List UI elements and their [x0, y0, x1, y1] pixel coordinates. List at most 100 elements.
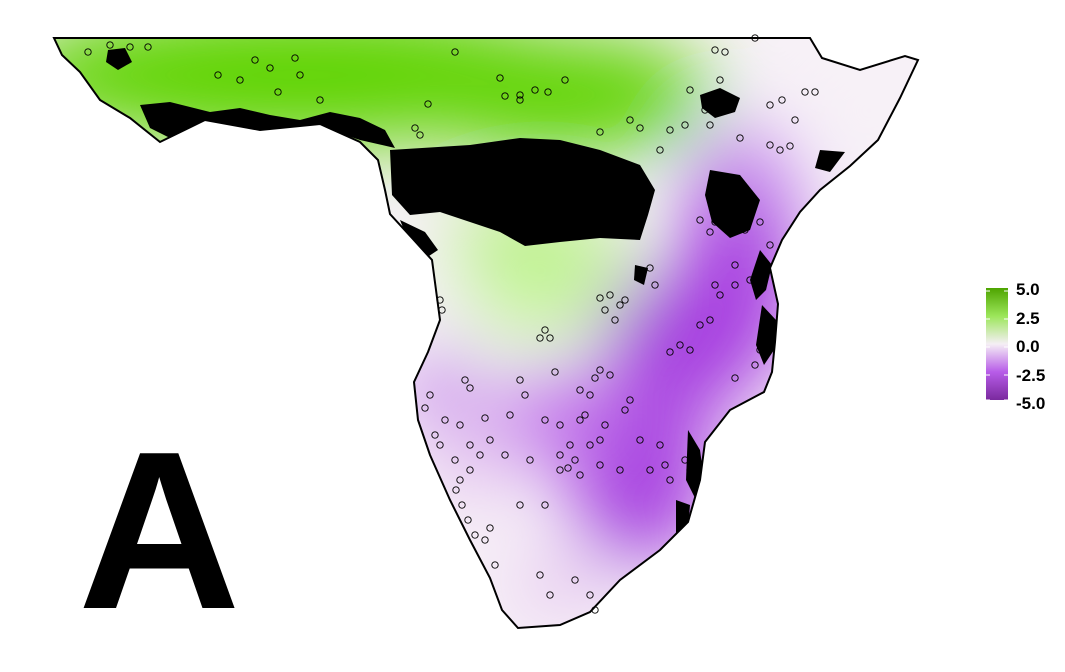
sample-point: [711, 46, 719, 54]
sample-point: [466, 384, 474, 392]
sample-point: [766, 101, 774, 109]
sample-point: [461, 376, 469, 384]
sample-point: [541, 416, 549, 424]
sample-point: [716, 76, 724, 84]
sample-point: [251, 56, 259, 64]
sample-point: [436, 441, 444, 449]
sample-point: [546, 334, 554, 342]
sample-point: [596, 461, 604, 469]
sample-point: [526, 456, 534, 464]
sample-point: [521, 391, 529, 399]
sample-point: [606, 371, 614, 379]
surface-blob: [412, 350, 468, 430]
sample-point: [666, 348, 674, 356]
sample-point: [266, 64, 274, 72]
sample-point: [681, 121, 689, 129]
sample-point: [476, 451, 484, 459]
sample-point: [666, 126, 674, 134]
sample-point: [591, 606, 599, 614]
masked-patch: [750, 250, 772, 300]
sample-point: [481, 414, 489, 422]
sample-point: [466, 441, 474, 449]
sample-point: [676, 341, 684, 349]
sample-point: [424, 100, 432, 108]
sample-point: [452, 486, 460, 494]
sample-point: [126, 43, 134, 51]
sample-point: [556, 451, 564, 459]
sample-point: [596, 436, 604, 444]
sample-point: [576, 471, 584, 479]
sample-point: [731, 281, 739, 289]
sample-point: [531, 86, 539, 94]
sample-point: [706, 121, 714, 129]
sample-point: [274, 88, 282, 96]
sample-point: [296, 71, 304, 79]
sample-point: [811, 88, 819, 96]
legend-colorbar: [986, 288, 1008, 400]
sample-point: [706, 228, 714, 236]
sample-point: [756, 346, 764, 354]
sample-point: [236, 76, 244, 84]
sample-point: [451, 48, 459, 56]
masked-patch: [400, 220, 438, 258]
sample-point: [556, 421, 564, 429]
sample-point: [561, 76, 569, 84]
sample-point: [581, 411, 589, 419]
sample-point: [566, 441, 574, 449]
sample-point: [616, 466, 624, 474]
sample-point: [541, 326, 549, 334]
sample-point: [556, 466, 564, 474]
sample-point: [766, 241, 774, 249]
sample-point: [778, 96, 786, 104]
sample-point: [516, 501, 524, 509]
masked-patch: [140, 102, 395, 148]
sample-point: [741, 226, 749, 234]
sample-point: [464, 516, 472, 524]
sample-point: [786, 142, 794, 150]
coastline-outline: [52, 37, 920, 630]
sample-point: [471, 531, 479, 539]
sample-point: [681, 456, 689, 464]
masked-patch: [700, 88, 740, 118]
sample-point: [686, 346, 694, 354]
sample-point: [516, 376, 524, 384]
masked-patch: [815, 150, 845, 172]
sample-point: [426, 391, 434, 399]
sample-point: [706, 316, 714, 324]
sample-point: [621, 406, 629, 414]
legend-ticks: [986, 290, 1008, 401]
sample-point: [756, 218, 764, 226]
sample-point: [214, 71, 222, 79]
sample-point: [501, 451, 509, 459]
sample-point: [686, 466, 694, 474]
sample-point: [466, 466, 474, 474]
legend-label-3: -2.5: [1016, 366, 1046, 385]
sample-point: [84, 48, 92, 56]
sample-point: [661, 461, 669, 469]
sample-point: [441, 416, 449, 424]
sample-point: [711, 281, 719, 289]
sample-point: [646, 466, 654, 474]
sample-point: [316, 96, 324, 104]
sample-point: [436, 296, 444, 304]
sample-point: [701, 106, 709, 114]
sample-point: [616, 301, 624, 309]
sample-point: [751, 34, 759, 42]
legend-label-1: 2.5: [1016, 309, 1040, 328]
sample-point: [586, 441, 594, 449]
sample-point: [606, 291, 614, 299]
legend-label-0: 5.0: [1016, 280, 1040, 299]
sample-point: [416, 131, 424, 139]
sample-point: [544, 88, 552, 96]
masked-patch: [390, 138, 655, 246]
sample-point: [456, 421, 464, 429]
sample-point: [596, 128, 604, 136]
sample-point: [801, 88, 809, 96]
sample-point: [636, 436, 644, 444]
sample-point: [144, 43, 152, 51]
sample-points: [84, 34, 819, 614]
sample-point: [611, 316, 619, 324]
sample-point: [431, 431, 439, 439]
sample-point: [696, 216, 704, 224]
